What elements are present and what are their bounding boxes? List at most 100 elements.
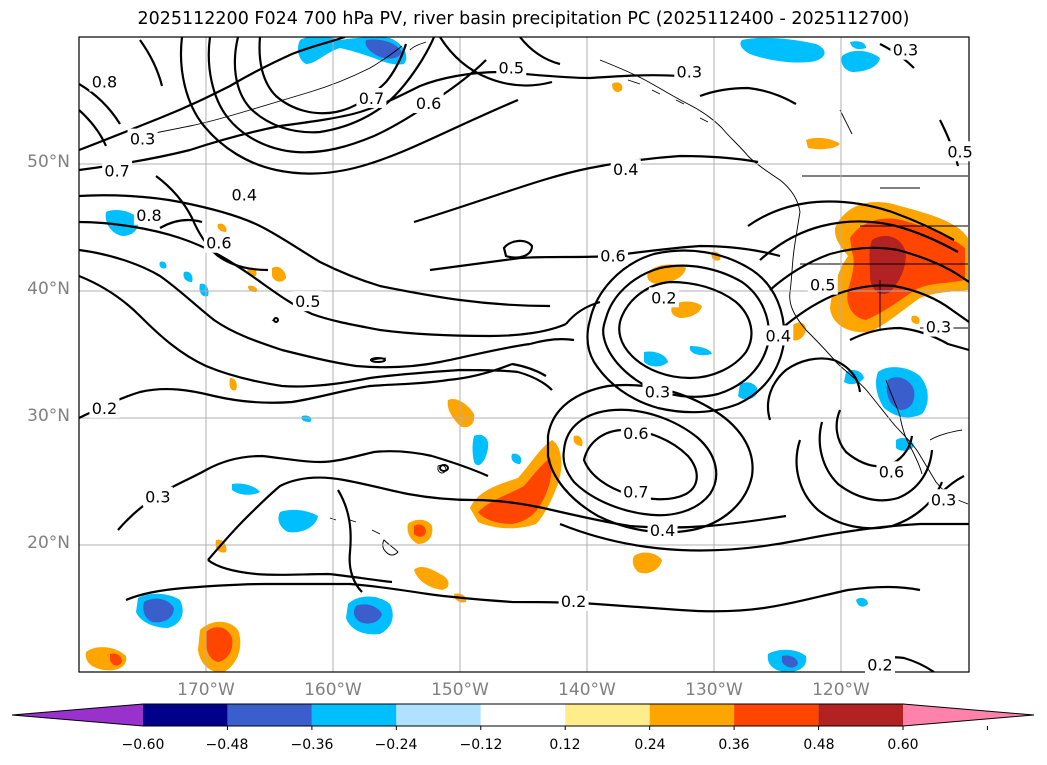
lon-label-120w: 120°W [812,680,870,700]
contour-label-bg [876,461,907,482]
contour-label: 0.6 [416,94,441,113]
contour-label: 0.5 [295,292,320,311]
contour-label-bg [620,481,651,502]
precip-patch-hawaii-red [478,458,552,524]
colorbar-tick-label: −0.24 [374,737,418,753]
contour-label-bg [292,291,323,312]
contour-label: 0.8 [92,72,117,91]
colorbar-extend-max [903,704,1034,726]
colorbar-segment [734,704,819,726]
colorbar-tick-label: 0.12 [549,737,581,753]
contour-0.2-west [79,362,513,419]
colorbar [11,703,1035,730]
contour-label-bg [558,590,589,611]
contour-label: 0.4 [232,185,257,204]
lon-label-140w: 140°W [558,680,616,700]
contour-label-bg [928,489,959,510]
colorbar-tick-label: 0.24 [634,737,666,753]
contour-0.2-closed-high [618,280,753,380]
colorbar-outline [11,703,1035,727]
lat-label-40n: 40°N [27,279,70,299]
colorbar-extend-min [12,704,143,726]
contour-label-bg [610,159,641,180]
contour-label-bg [133,204,164,225]
contour-label: 0.5 [810,276,835,295]
pv-contours [79,37,969,672]
lon-label-160w: 160°W [304,680,362,700]
coastline-aleutians [129,45,403,139]
colorbar-segment [480,704,566,726]
graticule [79,37,969,672]
contour-label-bg [923,316,954,337]
contour-label-bg [229,184,260,205]
contour-south-0.2 [125,582,921,613]
contour-label: 0.8 [136,206,161,225]
contour-label: 0.5 [947,142,972,161]
contour-label-bg [865,654,895,675]
contour-label-bg [647,519,678,540]
contour-label: 0.7 [359,89,384,108]
contour-label: 0.6 [206,234,231,253]
map-title: 2025112200 F024 700 hPa PV, river basin … [137,9,910,29]
colorbar-tick-label: 0.48 [803,737,835,753]
lat-label-50n: 50°N [27,152,70,172]
contour-label-bg [89,397,120,418]
contour-label-bg [620,423,651,444]
map-plot-area [79,37,969,672]
contour-label-bg [89,71,120,92]
contour-label-bg [496,57,527,78]
contour-label-bg [674,61,705,82]
contour-label: 0.2 [867,655,892,674]
colorbar-segment [565,704,650,726]
contour-0.3-closed-high [602,264,770,398]
contour-label-bg [648,287,679,308]
pv-small-contours [273,317,449,472]
contour-label-bg [945,141,976,162]
contour-label-layer: 0.80.30.70.40.60.50.7 0.60.50.80.40.60.20… [89,39,976,675]
contour-label: 0.4 [766,326,791,345]
colorbar-segment [649,704,735,726]
colorbar-tick-label: −0.36 [290,737,334,753]
contour-label: 0.6 [879,462,904,481]
contour-label-bg [356,87,387,108]
colorbar-tick-label: −0.48 [205,737,249,753]
contour-label: 0.7 [104,161,129,180]
contour-label: 0.3 [677,62,702,81]
colorbar-tick-label: 0.60 [887,737,919,753]
contour-label-bg [598,245,628,266]
contour-label-bg [102,160,133,181]
contour-label: 0.3 [926,318,951,337]
contour-label-bg [807,274,838,295]
contour-label: 0.4 [650,521,675,540]
colorbar-tick-label: −0.60 [121,737,165,753]
contour-east-0.3 [766,357,862,421]
contour-label: 0.3 [893,41,918,60]
contour-north-sweep [79,37,346,152]
contour-label-bg [203,232,234,253]
contour-label: 0.2 [651,288,676,307]
contour-label-bg [413,93,444,114]
contour-label-bg [642,381,673,402]
precip-patch-sw-red [205,627,233,662]
contour-label-bg [127,128,158,149]
contour-label: 0.3 [931,490,956,509]
contour-label: 0.3 [145,488,170,507]
contour-label: 0.7 [623,483,648,502]
contour-label: 0.3 [645,382,670,401]
contour-label: 0.6 [600,246,625,265]
map-frame [78,36,970,673]
colorbar-segment [227,704,312,726]
lon-label-170w: 170°W [177,680,235,700]
contour-label-bg [142,486,173,507]
contour-0.6-central [413,154,759,224]
contour-label: 0.2 [561,592,586,611]
lat-label-30n: 30°N [27,406,70,426]
colorbar-segment [818,704,903,726]
colorbar-tick-label: −0.12 [459,737,503,753]
colorbar-segment [143,704,228,726]
contour-label: 0.3 [130,130,155,149]
contour-label: 0.2 [92,399,117,418]
lon-label-150w: 150°W [431,680,489,700]
contour-label: 0.5 [499,58,524,77]
